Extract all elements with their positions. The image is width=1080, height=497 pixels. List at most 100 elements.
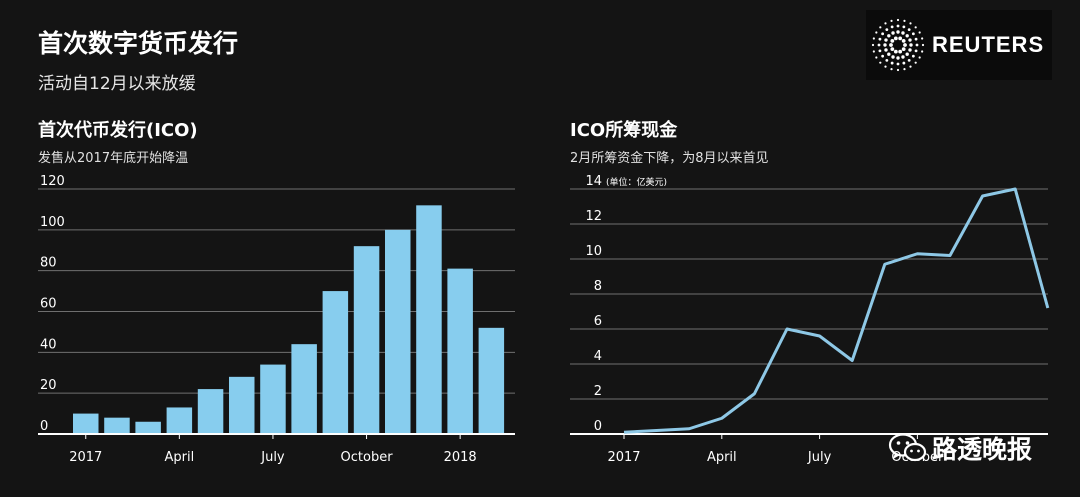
logo-dot [890, 38, 895, 43]
logo-dot [879, 61, 882, 64]
right-y-tick-label: 2 [594, 384, 602, 399]
logo-dot [893, 36, 898, 41]
logo-dot [884, 22, 887, 25]
right-y-tick-label: 10 [585, 244, 602, 259]
logo-dot [890, 19, 893, 22]
bar [291, 344, 317, 434]
logo-dot [884, 48, 888, 52]
logo-dot [896, 24, 900, 28]
logo-dot [884, 38, 888, 42]
right-y-tick-label: 0 [594, 419, 602, 434]
right-y-tick-label: 12 [585, 209, 602, 224]
logo-dot [911, 54, 915, 58]
line-series [623, 187, 1050, 434]
logo-dot [889, 43, 893, 47]
left-x-tick-label: July [260, 450, 285, 465]
bar [478, 327, 505, 434]
page-subtitle: 活动自12月以来放缓 [38, 74, 196, 94]
logo-dot [872, 37, 875, 40]
wechat-watermark: 路透晚报 [888, 430, 1032, 466]
logo-dot [890, 61, 894, 65]
left-y-tick-label: 20 [40, 378, 57, 393]
left-x-tick-label: April [164, 450, 194, 465]
bar [166, 407, 193, 434]
left-y-tick-label: 40 [40, 337, 57, 352]
right-y-tick-label: 8 [594, 279, 602, 294]
logo-dot [905, 34, 909, 38]
right-y-tick-label: 4 [594, 349, 602, 364]
bar [229, 376, 255, 434]
logo-dot [921, 50, 924, 53]
logo-dot [909, 22, 912, 25]
logo-dot [901, 31, 905, 35]
left-y-tick-label: 100 [40, 215, 65, 230]
logo-dot [902, 61, 906, 65]
logo-dot [890, 25, 894, 29]
logo-dot [893, 49, 898, 54]
logo-dot [878, 37, 882, 41]
logo-dot [881, 54, 885, 58]
right-x-tick-label: July [807, 450, 832, 465]
right-chart-title: ICO所筹现金 [570, 120, 678, 141]
logo-dot [914, 26, 917, 29]
bar [197, 389, 224, 434]
logo-dot [890, 47, 895, 52]
logo-dot [914, 37, 918, 41]
bar [385, 229, 411, 434]
logo-dot [885, 58, 889, 62]
logo-dot [896, 62, 900, 66]
logo-dot [918, 56, 921, 59]
right-chart-subtitle: 2月所筹资金下降，为8月以来首见 [570, 151, 769, 166]
logo-dot [898, 49, 903, 54]
right-unit-note: (单位：亿美元) [606, 176, 667, 188]
left-y-tick-label: 80 [40, 256, 57, 271]
right-x-tick-label: April [707, 450, 737, 465]
logo-dot [914, 49, 918, 53]
logo-dot [898, 36, 903, 41]
bar [73, 413, 99, 434]
logo-dot [903, 19, 906, 22]
right-y-tick-label: 6 [594, 314, 602, 329]
logo-dot [891, 31, 895, 35]
logo-dot [921, 37, 924, 40]
logo-dot [879, 26, 882, 29]
logo-dot [875, 56, 878, 59]
left-x-tick-label: 2018 [444, 450, 477, 465]
left-y-tick-label: 0 [40, 419, 48, 434]
logo-dot [890, 68, 893, 71]
reuters-dot-logo-icon [871, 18, 925, 72]
logo-dot [915, 43, 919, 47]
logo-dot [908, 48, 912, 52]
logo-dot [903, 43, 907, 47]
logo-dot [887, 34, 891, 38]
logo-dot [918, 31, 921, 34]
logo-dot [883, 43, 887, 47]
reuters-logo-text: REUTERS [932, 32, 1045, 57]
logo-dot [896, 56, 900, 60]
logo-dot [907, 58, 911, 62]
bar [322, 291, 349, 434]
logo-dot [887, 52, 891, 56]
logo-dot [909, 43, 913, 47]
logo-dot [909, 65, 912, 68]
logo-dot [905, 52, 909, 56]
logo-dot [881, 32, 885, 36]
logo-dot [902, 25, 906, 29]
logo-dot [884, 65, 887, 68]
watermark-text: 路透晚报 [932, 435, 1033, 464]
bar [104, 417, 130, 434]
logo-dot [871, 43, 875, 47]
bar [447, 268, 473, 434]
logo-dot [896, 30, 900, 34]
logo-dot [901, 38, 906, 43]
left-chart-subtitle: 发售从2017年底开始降温 [38, 151, 189, 166]
logo-dot [907, 28, 911, 32]
logo-dot [901, 47, 906, 52]
bar [416, 205, 442, 434]
left-chart-title: 首次代币发行(ICO) [38, 120, 198, 141]
logo-dot [891, 55, 895, 59]
left-y-tick-label: 60 [40, 297, 57, 312]
right-x-tick-label: 2017 [607, 450, 640, 465]
left-x-tick-label: October [341, 450, 394, 465]
